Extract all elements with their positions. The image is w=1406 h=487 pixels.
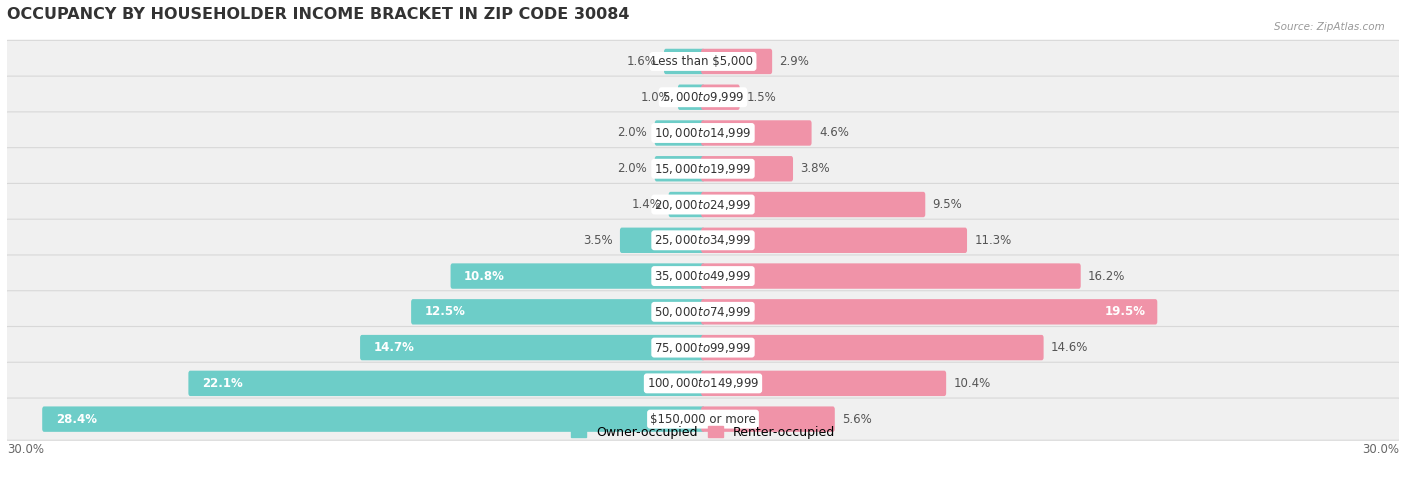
FancyBboxPatch shape [702,85,740,110]
Text: 12.5%: 12.5% [425,305,465,318]
Text: 14.7%: 14.7% [374,341,415,354]
FancyBboxPatch shape [702,120,811,146]
FancyBboxPatch shape [4,362,1402,405]
FancyBboxPatch shape [4,255,1402,297]
Text: $5,000 to $9,999: $5,000 to $9,999 [662,90,744,104]
Text: 5.6%: 5.6% [842,412,872,426]
Text: 19.5%: 19.5% [1105,305,1146,318]
Text: 28.4%: 28.4% [56,412,97,426]
Text: $15,000 to $19,999: $15,000 to $19,999 [654,162,752,176]
Text: $100,000 to $149,999: $100,000 to $149,999 [647,376,759,391]
Text: 1.5%: 1.5% [747,91,778,104]
Text: $10,000 to $14,999: $10,000 to $14,999 [654,126,752,140]
FancyBboxPatch shape [4,291,1402,333]
Text: $25,000 to $34,999: $25,000 to $34,999 [654,233,752,247]
Text: 4.6%: 4.6% [820,127,849,139]
FancyBboxPatch shape [669,192,704,217]
FancyBboxPatch shape [4,40,1402,83]
FancyBboxPatch shape [678,85,704,110]
FancyBboxPatch shape [702,371,946,396]
FancyBboxPatch shape [4,398,1402,440]
Text: 1.0%: 1.0% [641,91,671,104]
Text: 14.6%: 14.6% [1052,341,1088,354]
FancyBboxPatch shape [702,407,835,432]
FancyBboxPatch shape [702,192,925,217]
FancyBboxPatch shape [702,227,967,253]
Text: $150,000 or more: $150,000 or more [650,412,756,426]
Text: OCCUPANCY BY HOUSEHOLDER INCOME BRACKET IN ZIP CODE 30084: OCCUPANCY BY HOUSEHOLDER INCOME BRACKET … [7,7,630,22]
FancyBboxPatch shape [4,326,1402,369]
Text: 1.4%: 1.4% [631,198,661,211]
Text: 1.6%: 1.6% [627,55,657,68]
FancyBboxPatch shape [702,49,772,74]
Text: 3.8%: 3.8% [800,162,830,175]
FancyBboxPatch shape [4,112,1402,154]
Text: 2.9%: 2.9% [779,55,810,68]
Text: Source: ZipAtlas.com: Source: ZipAtlas.com [1274,22,1385,32]
FancyBboxPatch shape [4,76,1402,118]
FancyBboxPatch shape [4,184,1402,225]
FancyBboxPatch shape [702,263,1081,289]
Text: 10.8%: 10.8% [464,270,505,282]
Text: Less than $5,000: Less than $5,000 [652,55,754,68]
FancyBboxPatch shape [360,335,704,360]
FancyBboxPatch shape [4,219,1402,262]
Text: 10.4%: 10.4% [953,377,991,390]
Text: $35,000 to $49,999: $35,000 to $49,999 [654,269,752,283]
Text: 22.1%: 22.1% [202,377,243,390]
Legend: Owner-occupied, Renter-occupied: Owner-occupied, Renter-occupied [567,421,839,444]
FancyBboxPatch shape [655,120,704,146]
FancyBboxPatch shape [702,335,1043,360]
FancyBboxPatch shape [620,227,704,253]
FancyBboxPatch shape [664,49,704,74]
Text: 11.3%: 11.3% [974,234,1012,247]
FancyBboxPatch shape [411,299,704,324]
Text: 30.0%: 30.0% [1362,443,1399,456]
Text: 3.5%: 3.5% [583,234,613,247]
Text: $50,000 to $74,999: $50,000 to $74,999 [654,305,752,319]
Text: $75,000 to $99,999: $75,000 to $99,999 [654,340,752,355]
FancyBboxPatch shape [702,299,1157,324]
FancyBboxPatch shape [4,148,1402,190]
Text: 16.2%: 16.2% [1088,270,1126,282]
FancyBboxPatch shape [42,407,704,432]
Text: 9.5%: 9.5% [932,198,963,211]
Text: $20,000 to $24,999: $20,000 to $24,999 [654,198,752,211]
FancyBboxPatch shape [702,156,793,182]
FancyBboxPatch shape [450,263,704,289]
Text: 2.0%: 2.0% [617,127,647,139]
Text: 30.0%: 30.0% [7,443,44,456]
Text: 2.0%: 2.0% [617,162,647,175]
FancyBboxPatch shape [188,371,704,396]
FancyBboxPatch shape [655,156,704,182]
